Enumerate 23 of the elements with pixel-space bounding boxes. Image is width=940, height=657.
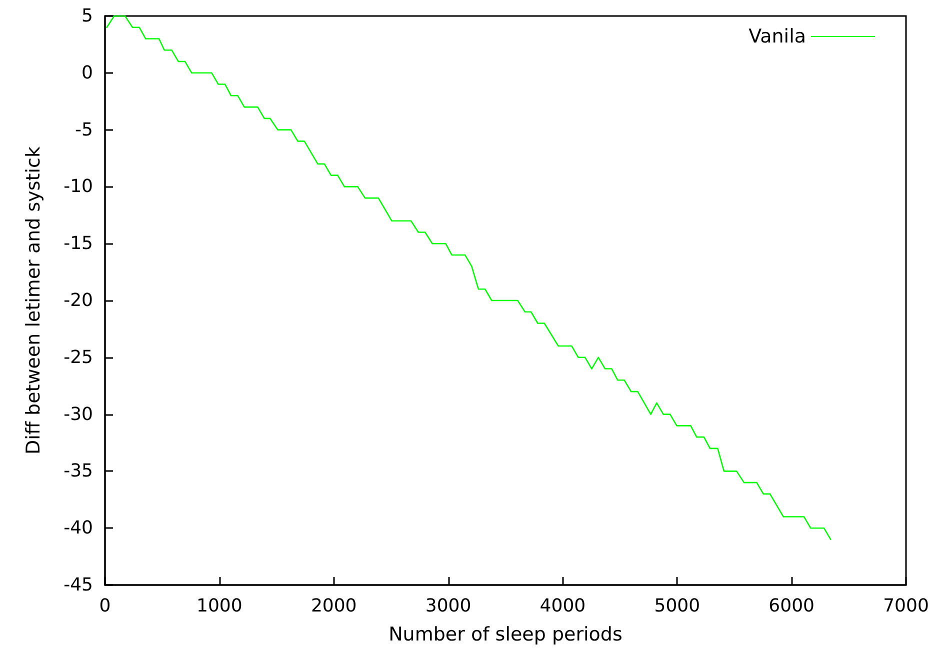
- y-tick-label: -20: [64, 290, 93, 311]
- line-series: [106, 15, 832, 540]
- legend-label: Vanila: [748, 26, 806, 48]
- x-tick-label: 1000: [196, 596, 242, 616]
- x-tick-label: 0: [99, 596, 111, 616]
- y-tick-label: 0: [82, 62, 93, 84]
- x-tick-label: 5000: [654, 596, 700, 616]
- x-tick-label: 3000: [425, 596, 472, 616]
- y-tick-label: -25: [64, 346, 93, 368]
- y-tick-label: -30: [64, 404, 93, 425]
- x-tick-label: 4000: [540, 596, 586, 616]
- x-axis-title: Number of sleep periods: [388, 624, 622, 646]
- y-axis-title: Diff between letimer and systick: [22, 146, 44, 454]
- x-tick-label: 6000: [768, 596, 814, 616]
- x-tick-label: 2000: [310, 596, 357, 616]
- y-tick-label: -5: [75, 119, 93, 140]
- y-tick-label: -10: [64, 176, 93, 198]
- x-tick-label: 7000: [883, 596, 929, 616]
- y-tick-label: -40: [64, 518, 93, 539]
- y-tick-label: 5: [82, 6, 93, 26]
- y-tick-label: -15: [64, 233, 93, 254]
- y-tick-label: -35: [64, 460, 93, 482]
- y-tick-label: -45: [64, 574, 93, 596]
